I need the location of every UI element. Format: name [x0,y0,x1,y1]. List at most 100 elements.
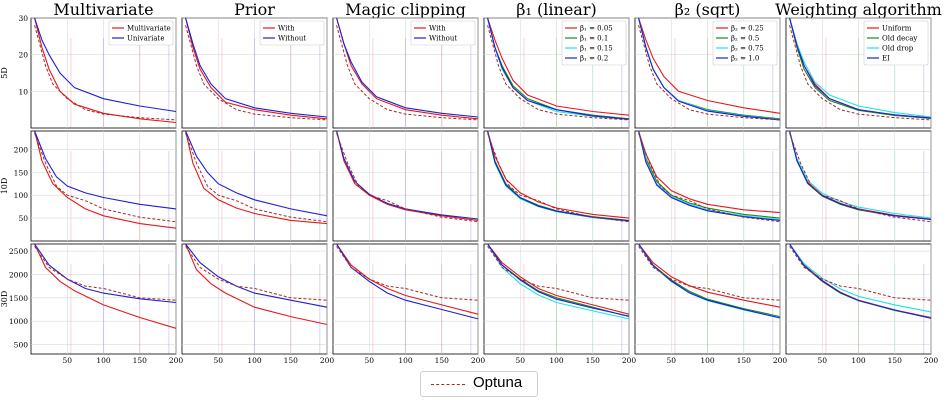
x-tick-label: 100 [96,356,111,365]
series-line [638,17,781,114]
series-line [336,130,479,221]
x-tick-label: 50 [213,356,223,365]
subplot: 50 100 150 200 [181,243,335,365]
x-tick-label: 150 [435,356,450,365]
series-line [336,17,479,118]
subplot [785,130,932,242]
legend-box [863,20,929,66]
y-tick-label: 100 [14,191,29,200]
y-tick-label: 1000 [9,317,28,326]
legend-label: Old decay [882,35,917,43]
optuna-line [638,246,781,301]
optuna-line [487,246,630,301]
series-line [34,130,177,210]
optuna-line [185,133,328,223]
series-line [638,130,781,221]
legend-label: Univariate [127,35,165,43]
series-line [185,243,328,326]
legend-label: Uniform [882,25,912,33]
legend-box [561,20,627,66]
legend-label: Without [278,35,306,43]
legend-label: β₁ = 0.05 [580,25,613,33]
optuna-line [336,133,479,223]
row-label: 30D [0,291,9,308]
column-title: Prior [234,0,275,19]
optuna-line [487,133,630,223]
y-tick-label: 20 [18,51,28,60]
row-label: 10D [0,178,9,195]
x-tick-label: 50 [817,356,827,365]
column-title: β₂ (sqrt) [675,0,741,19]
legend-label: Without [429,35,457,43]
subplot: 50 100 150 200 [483,243,637,365]
legend-label: Multivariate [127,25,171,33]
series-line [638,130,781,219]
legend-box [108,20,174,46]
y-tick-label: 30 [18,14,28,23]
optuna-line [34,133,177,223]
series-line [185,17,328,118]
legend-label: β₂ = 0.25 [731,25,764,33]
series-line [789,130,932,221]
subplot [332,130,479,242]
x-tick-label: 200 [622,356,637,365]
series-line [487,243,630,315]
optuna-legend-line [431,384,465,385]
x-tick-label: 150 [737,356,752,365]
legend-label: Old drop [882,45,914,53]
series-line [34,130,177,229]
y-tick-label: 1500 [9,294,28,303]
column-title: β₁ (linear) [516,0,596,19]
x-tick-label: 50 [62,356,72,365]
x-tick-label: 200 [773,356,788,365]
x-tick-label: 150 [586,356,601,365]
column-title: Weighting algorithm [775,0,942,19]
legend-label: β₁ = 0.15 [580,45,613,53]
y-tick-label: 2000 [9,270,28,279]
optuna-line [638,25,781,121]
subplot: 50 100 150 200 [634,243,788,365]
optuna-line [638,133,781,223]
row-label: 5D [0,67,9,79]
y-tick-label: 2500 [9,247,28,256]
series-line [34,17,177,124]
series-line [34,17,177,113]
legend-box [259,20,325,46]
optuna-line [789,25,932,121]
subplot [181,130,328,242]
subplot: 500 1000 1500 2000 2500 50 100 150 200 [9,243,184,365]
x-tick-label: 50 [364,356,374,365]
legend-label: EI [882,55,890,63]
series-line [336,130,479,220]
legend-box [712,20,778,66]
series-line [789,17,932,120]
legend-label: β₂ = 0.75 [731,45,764,53]
column-title: Magic clipping [345,0,466,19]
subplot: Uniform Old decay Old drop EI [785,17,932,129]
subplot: β₂ = 0.25 β₂ = 0.5 β₂ = 0.75 β₂ = 1.0 [634,17,781,129]
series-line [638,17,781,121]
series-line [789,17,932,119]
x-tick-label: 200 [924,356,939,365]
x-tick-label: 50 [666,356,676,365]
subplot: β₁ = 0.05 β₁ = 0.1 β₁ = 0.15 β₁ = 0.2 [483,17,630,129]
y-tick-label: 10 [18,87,28,96]
subplot [483,130,630,242]
x-tick-label: 50 [515,356,525,365]
legend-label: β₂ = 1.0 [731,55,759,63]
series-line [487,243,630,317]
subplot: 10 20 30 Multivariate Univariate [18,14,177,129]
subplot: 50 100 150 200 [785,243,939,365]
series-line [487,17,630,116]
x-tick-label: 150 [133,356,148,365]
subplot [634,130,781,242]
subplot: 50 100 150 200 [332,243,485,365]
y-tick-label: 150 [14,168,29,177]
x-tick-label: 200 [169,356,184,365]
x-tick-label: 200 [320,356,335,365]
legend-label: β₁ = 0.1 [580,35,608,43]
optuna-legend-label: Optuna [473,374,523,391]
optuna-line [789,246,932,301]
series-line [34,243,177,329]
